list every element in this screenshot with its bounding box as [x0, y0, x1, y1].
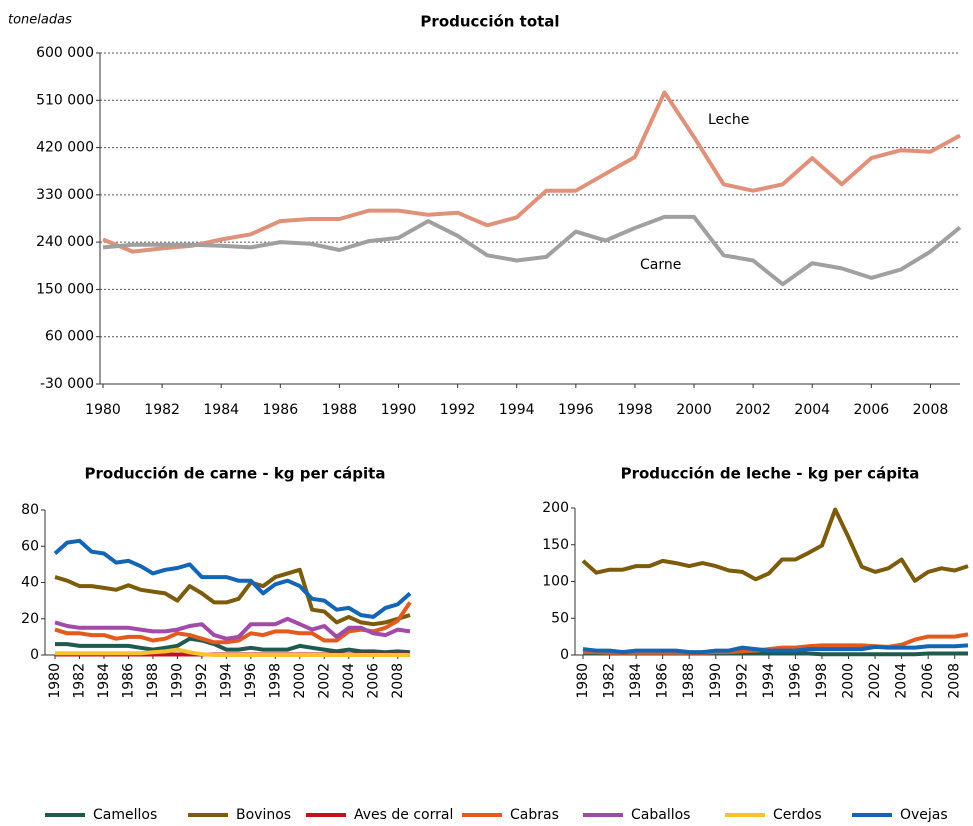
- x-tick-label: 1996: [243, 663, 259, 699]
- x-tick-label: 1992: [734, 663, 750, 699]
- x-tick-label: 2006: [920, 663, 936, 699]
- legend-label: Ovejas: [900, 807, 948, 823]
- x-tick-label: 1986: [120, 663, 136, 699]
- x-tick-label: 2000: [292, 663, 308, 699]
- x-tick-label: 1994: [218, 663, 234, 699]
- line-series: [583, 632, 969, 655]
- y-axis-label: toneladas: [8, 13, 72, 28]
- x-tick-label: 1998: [617, 402, 653, 418]
- x-tick-label: 1988: [145, 663, 161, 699]
- x-tick-label: 2002: [735, 402, 771, 418]
- x-tick-label: 1980: [575, 663, 591, 699]
- y-tick-label: -30 000: [40, 376, 94, 392]
- y-tick-label: 330 000: [36, 187, 94, 203]
- line-series: [54, 601, 412, 645]
- x-tick-label: 1988: [681, 663, 697, 699]
- x-tick-label: 2000: [841, 663, 857, 699]
- line-series: [54, 567, 411, 627]
- chart-title: Producción de leche - kg per cápita: [621, 465, 920, 483]
- y-tick-label: 200: [542, 500, 569, 516]
- x-tick-label: 1990: [381, 402, 417, 418]
- y-tick-label: 150 000: [36, 281, 94, 297]
- y-tick-label: 60 000: [45, 329, 94, 345]
- legend-label: Caballos: [631, 807, 690, 823]
- series-label: Carne: [640, 257, 681, 273]
- chart-title: Producción total: [420, 13, 559, 31]
- legend-label: Cabras: [510, 807, 559, 823]
- x-tick-label: 2008: [913, 402, 949, 418]
- x-tick-label: 2002: [867, 663, 883, 699]
- line-series: [102, 214, 962, 287]
- x-tick-label: 1980: [47, 663, 63, 699]
- legend-label: Bovinos: [236, 807, 291, 823]
- legend-label: Camellos: [93, 807, 157, 823]
- x-tick-label: 2000: [676, 402, 712, 418]
- y-tick-label: 80: [21, 502, 39, 518]
- x-tick-label: 1982: [71, 663, 87, 699]
- x-tick-label: 1984: [96, 663, 112, 699]
- y-tick-label: 0: [560, 647, 569, 663]
- line-series: [55, 636, 411, 655]
- y-tick-label: 150: [542, 537, 569, 553]
- x-tick-label: 1996: [787, 663, 803, 699]
- x-tick-label: 1984: [628, 663, 644, 699]
- x-tick-label: 2002: [316, 663, 332, 699]
- x-tick-label: 2008: [947, 663, 963, 699]
- x-tick-label: 2004: [794, 402, 830, 418]
- x-tick-label: 1982: [144, 402, 180, 418]
- x-tick-label: 1986: [655, 663, 671, 699]
- y-tick-label: 0: [30, 647, 39, 663]
- x-tick-label: 1996: [558, 402, 594, 418]
- y-tick-label: 510 000: [36, 92, 94, 108]
- x-tick-label: 1992: [440, 402, 476, 418]
- legend-label: Aves de corral: [354, 807, 453, 823]
- y-tick-label: 40: [21, 575, 39, 591]
- line-series: [55, 647, 410, 657]
- y-tick-label: 420 000: [36, 140, 94, 156]
- y-tick-label: 100: [542, 574, 569, 590]
- x-tick-label: 1998: [814, 663, 830, 699]
- x-tick-label: 1984: [203, 402, 239, 418]
- line-series: [582, 643, 969, 655]
- y-tick-label: 50: [551, 610, 569, 626]
- line-series: [54, 616, 411, 641]
- x-tick-label: 1990: [169, 663, 185, 699]
- y-tick-label: 240 000: [36, 234, 94, 250]
- series-label: Leche: [708, 112, 749, 128]
- legend-label: Cerdos: [773, 807, 822, 823]
- y-tick-label: 60: [21, 538, 39, 554]
- line-series: [102, 90, 961, 254]
- y-tick-label: 600 000: [36, 45, 94, 61]
- line-series: [53, 538, 412, 619]
- x-tick-label: 1998: [267, 663, 283, 699]
- x-tick-label: 1994: [761, 663, 777, 699]
- line-series: [581, 507, 969, 583]
- x-tick-label: 2004: [894, 663, 910, 699]
- x-tick-label: 2006: [365, 663, 381, 699]
- x-tick-label: 2008: [390, 663, 406, 699]
- x-tick-label: 1988: [322, 402, 358, 418]
- x-tick-label: 1992: [194, 663, 210, 699]
- x-tick-label: 1986: [262, 402, 298, 418]
- x-tick-label: 1990: [708, 663, 724, 699]
- x-tick-label: 1980: [85, 402, 121, 418]
- x-tick-label: 2006: [854, 402, 890, 418]
- y-tick-label: 20: [21, 611, 39, 627]
- x-tick-label: 1994: [499, 402, 535, 418]
- x-tick-label: 1982: [602, 663, 618, 699]
- chart-title: Producción de carne - kg per cápita: [85, 465, 386, 483]
- x-tick-label: 2004: [341, 663, 357, 699]
